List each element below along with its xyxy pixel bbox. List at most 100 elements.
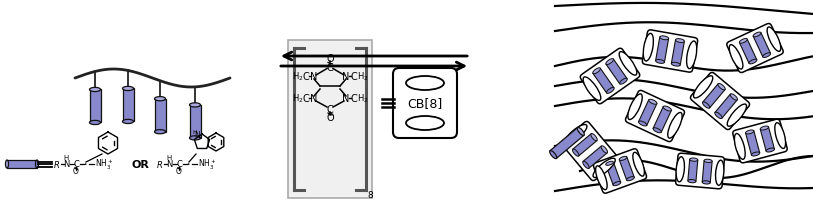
Bar xyxy=(123,89,133,122)
Ellipse shape xyxy=(653,128,661,133)
Ellipse shape xyxy=(730,94,737,101)
Ellipse shape xyxy=(718,84,725,90)
Ellipse shape xyxy=(577,128,585,136)
Text: $\bullet$: $\bullet$ xyxy=(186,161,191,166)
Ellipse shape xyxy=(583,77,601,101)
Bar xyxy=(550,128,584,159)
Ellipse shape xyxy=(715,160,724,185)
Bar xyxy=(702,84,725,108)
Ellipse shape xyxy=(734,134,746,159)
Ellipse shape xyxy=(613,182,621,186)
Ellipse shape xyxy=(760,126,768,130)
Bar xyxy=(739,40,757,64)
Bar xyxy=(653,107,672,132)
Text: N: N xyxy=(342,94,350,103)
Ellipse shape xyxy=(667,113,682,138)
Bar xyxy=(583,146,607,169)
Bar xyxy=(638,100,657,126)
Bar xyxy=(606,162,621,185)
Text: H: H xyxy=(63,154,68,160)
Bar xyxy=(606,60,627,84)
FancyBboxPatch shape xyxy=(642,31,698,73)
Ellipse shape xyxy=(687,42,697,69)
FancyBboxPatch shape xyxy=(593,149,646,193)
Text: $\mathdefault{H_2}$: $\mathdefault{H_2}$ xyxy=(292,70,304,83)
Ellipse shape xyxy=(693,76,713,98)
Ellipse shape xyxy=(6,160,8,168)
Ellipse shape xyxy=(154,97,166,101)
FancyBboxPatch shape xyxy=(625,91,685,142)
Ellipse shape xyxy=(601,146,607,153)
Ellipse shape xyxy=(775,123,785,149)
Ellipse shape xyxy=(36,160,38,168)
Text: H: H xyxy=(193,130,198,135)
Text: O: O xyxy=(176,167,182,176)
Text: N: N xyxy=(311,94,318,103)
Ellipse shape xyxy=(606,162,613,166)
Ellipse shape xyxy=(606,88,614,94)
Bar xyxy=(573,134,597,156)
Ellipse shape xyxy=(550,151,557,159)
Bar xyxy=(7,160,37,168)
Ellipse shape xyxy=(154,130,166,134)
Ellipse shape xyxy=(704,159,712,163)
Ellipse shape xyxy=(753,33,761,38)
Ellipse shape xyxy=(676,157,685,182)
Text: 8: 8 xyxy=(367,190,372,199)
Ellipse shape xyxy=(727,104,746,127)
FancyBboxPatch shape xyxy=(676,153,724,189)
Ellipse shape xyxy=(89,121,101,125)
Ellipse shape xyxy=(627,177,634,181)
Ellipse shape xyxy=(123,120,133,124)
Ellipse shape xyxy=(663,107,672,111)
Text: N: N xyxy=(63,160,69,169)
Ellipse shape xyxy=(123,87,133,91)
Bar xyxy=(189,105,201,138)
Ellipse shape xyxy=(620,52,637,76)
Bar xyxy=(620,157,634,180)
Ellipse shape xyxy=(688,180,696,183)
Text: O: O xyxy=(326,54,334,64)
Text: $\mathdefault{H_2}$: $\mathdefault{H_2}$ xyxy=(357,70,369,83)
Ellipse shape xyxy=(89,88,101,92)
FancyBboxPatch shape xyxy=(393,69,457,138)
Text: O: O xyxy=(73,167,79,176)
Ellipse shape xyxy=(702,102,710,109)
Text: C: C xyxy=(350,94,358,103)
Ellipse shape xyxy=(749,60,757,65)
Ellipse shape xyxy=(406,77,444,91)
Ellipse shape xyxy=(676,39,685,43)
Ellipse shape xyxy=(620,79,628,85)
Ellipse shape xyxy=(767,28,780,52)
Bar xyxy=(715,95,737,119)
Ellipse shape xyxy=(672,63,680,67)
Text: N: N xyxy=(342,72,350,82)
Text: $\mathdefault{H_2}$: $\mathdefault{H_2}$ xyxy=(292,92,304,105)
Text: N: N xyxy=(194,131,200,140)
Ellipse shape xyxy=(739,39,747,44)
Text: H: H xyxy=(167,154,172,160)
Text: N: N xyxy=(166,160,172,169)
Text: C: C xyxy=(176,160,182,169)
Bar xyxy=(746,131,759,155)
FancyBboxPatch shape xyxy=(733,120,787,163)
Bar xyxy=(288,41,372,198)
Text: $\mathdefault{H_2}$: $\mathdefault{H_2}$ xyxy=(357,92,369,105)
Text: OR: OR xyxy=(131,159,149,169)
Ellipse shape xyxy=(633,153,645,176)
Ellipse shape xyxy=(189,136,201,140)
FancyBboxPatch shape xyxy=(690,73,750,130)
Text: NH$_3^+$: NH$_3^+$ xyxy=(95,157,113,171)
Text: CB[8]: CB[8] xyxy=(407,97,442,110)
Ellipse shape xyxy=(766,148,775,152)
Ellipse shape xyxy=(593,68,600,74)
Bar xyxy=(688,159,698,182)
Text: C: C xyxy=(302,72,310,82)
Text: C: C xyxy=(350,72,358,82)
Text: $\mathit{R}$: $\mathit{R}$ xyxy=(156,159,163,170)
Ellipse shape xyxy=(643,34,654,62)
Ellipse shape xyxy=(583,162,589,169)
Text: O: O xyxy=(326,112,334,122)
Ellipse shape xyxy=(565,125,587,144)
Ellipse shape xyxy=(593,158,615,178)
